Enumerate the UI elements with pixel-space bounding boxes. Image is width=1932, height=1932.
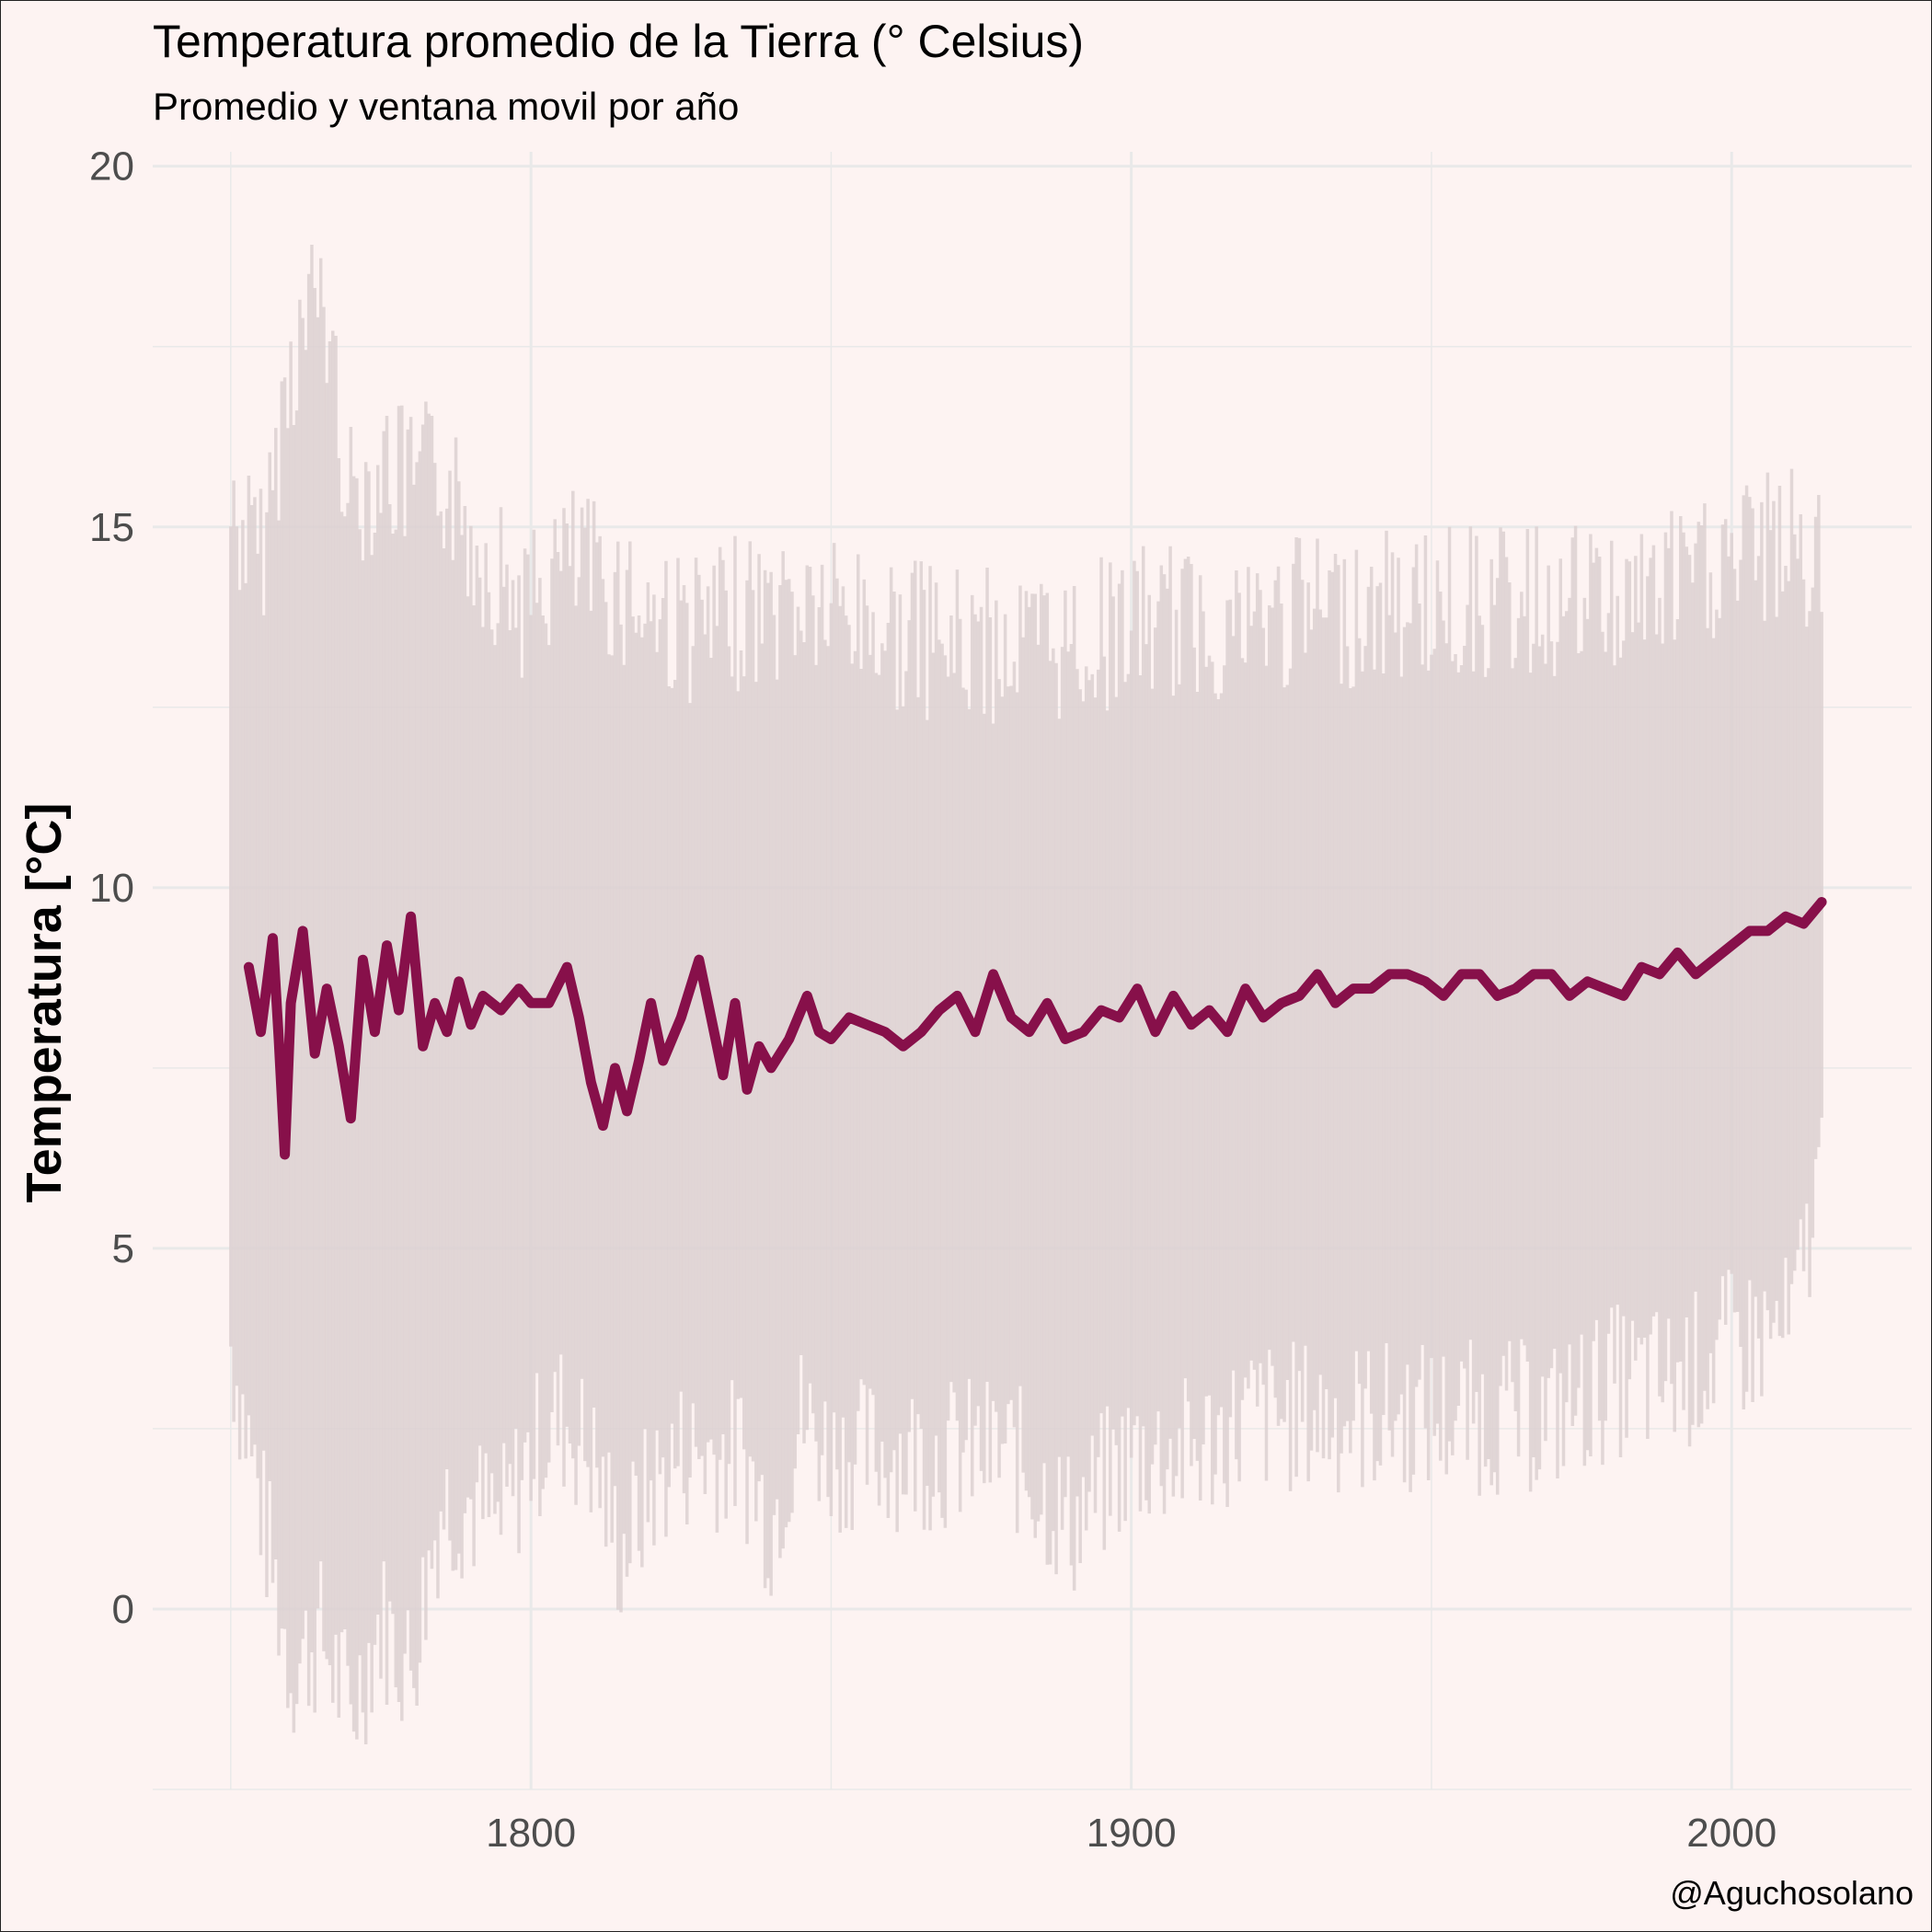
chart-title: Temperatura promedio de la Tierra (° Cel… — [153, 16, 1085, 67]
rolling-mean-series — [243, 897, 1827, 1160]
author-caption: @Aguchosolano — [1670, 1874, 1914, 1912]
x-tick-label: 1900 — [1087, 1811, 1177, 1856]
x-tick-label: 1800 — [486, 1811, 576, 1856]
x-axis-ticks: 1800 1900 2000 — [486, 1811, 1777, 1856]
y-axis-ticks: 0 5 10 15 20 — [89, 144, 134, 1632]
x-tick-label: 2000 — [1686, 1811, 1777, 1856]
y-tick-label: 20 — [89, 144, 134, 190]
monthly-temperature-series — [229, 245, 1823, 1744]
y-tick-label: 15 — [89, 505, 134, 550]
rolling-mean-line — [243, 897, 1827, 1160]
y-tick-label: 0 — [112, 1587, 134, 1632]
chart-subtitle: Promedio y ventana movil por año — [153, 85, 740, 128]
y-tick-label: 5 — [112, 1226, 134, 1271]
y-tick-label: 10 — [89, 866, 134, 911]
